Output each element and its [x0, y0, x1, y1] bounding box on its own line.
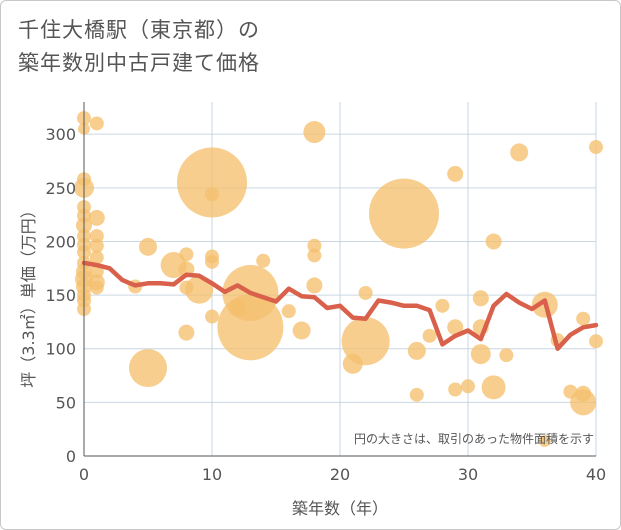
bubble-point-32	[178, 324, 195, 341]
y-tick-label-150: 150	[45, 286, 76, 305]
bubble-point-51	[358, 285, 373, 300]
bubble-point-58	[447, 165, 464, 182]
chart-title-line-2: 築年数別中古戸建て価格	[18, 51, 260, 75]
bubble-point-2	[89, 116, 104, 131]
bubble-point-47	[307, 238, 322, 253]
bubble-point-53	[369, 178, 439, 249]
bubble-point-38	[205, 309, 219, 324]
tick-labels: 0 50 100 150 200 250 300 0 10 20 30 40	[45, 125, 606, 484]
bubble-point-35	[205, 187, 219, 202]
bubble-point-18	[88, 209, 105, 226]
average-price-line	[81, 260, 599, 351]
bubble-point-62	[472, 290, 489, 307]
axes	[83, 102, 596, 457]
bubble-point-61	[461, 379, 475, 394]
bubble-point-20	[89, 238, 104, 253]
bubble-point-60	[448, 382, 463, 397]
x-tick-label-10: 10	[202, 465, 222, 484]
x-tick-label-20: 20	[330, 465, 350, 484]
bubble-point-29	[179, 247, 194, 262]
bubble-point-21	[89, 250, 104, 265]
bubble-point-77	[589, 334, 603, 349]
bubble-point-73	[576, 311, 591, 326]
bubble-point-64	[470, 344, 491, 365]
x-tick-label-40: 40	[586, 465, 606, 484]
bubble-point-66	[481, 375, 506, 400]
bubble-point-26	[139, 237, 157, 256]
bubble-point-54	[407, 341, 426, 360]
bubble-point-42	[217, 294, 284, 361]
y-tick-label-200: 200	[45, 232, 76, 251]
bubble-point-76	[589, 140, 603, 155]
y-tick-label-100: 100	[45, 340, 76, 359]
bubble-point-56	[422, 328, 437, 343]
bubble-point-52	[341, 317, 390, 366]
bubble-point-19	[89, 229, 104, 244]
bubble-size-note: 円の大きさは、取引のあった物件面積を示す	[354, 431, 594, 446]
bubble-point-43	[256, 253, 271, 268]
grid-lines	[84, 102, 597, 456]
bubble-point-45	[292, 321, 311, 340]
x-axis-label: 築年数（年）	[292, 499, 388, 518]
y-tick-label-50: 50	[56, 393, 76, 412]
bubble-point-75	[575, 385, 592, 402]
bubble-point-24	[89, 280, 104, 295]
bubble-point-59	[447, 319, 464, 336]
bubble-point-44	[281, 304, 296, 319]
chart-title-line-1: 千住大橋駅（東京都）の	[18, 18, 260, 42]
y-axis-label: 坪（3.3㎡）単価（万円）	[19, 202, 38, 387]
bubble-point-55	[409, 387, 424, 402]
x-tick-label-0: 0	[79, 465, 89, 484]
bubble-point-48	[307, 248, 322, 263]
bubble-point-68	[510, 143, 529, 162]
y-tick-label-250: 250	[45, 179, 76, 198]
chart-title: 千住大橋駅（東京都）の 築年数別中古戸建て価格	[18, 14, 260, 80]
bubble-point-34	[177, 147, 247, 218]
bubble-point-70	[538, 434, 551, 447]
x-tick-label-30: 30	[458, 465, 478, 484]
bubble-point-27	[129, 349, 167, 388]
y-tick-label-300: 300	[45, 125, 76, 144]
bubble-point-67	[499, 348, 514, 363]
bubble-point-57	[435, 298, 450, 313]
bubble-point-49	[306, 277, 323, 294]
bubble-point-65	[485, 233, 502, 250]
bubble-point-33	[185, 275, 214, 304]
y-tick-label-0: 0	[66, 447, 76, 466]
bubble-point-37	[205, 254, 219, 269]
bubble-point-46	[303, 121, 326, 144]
